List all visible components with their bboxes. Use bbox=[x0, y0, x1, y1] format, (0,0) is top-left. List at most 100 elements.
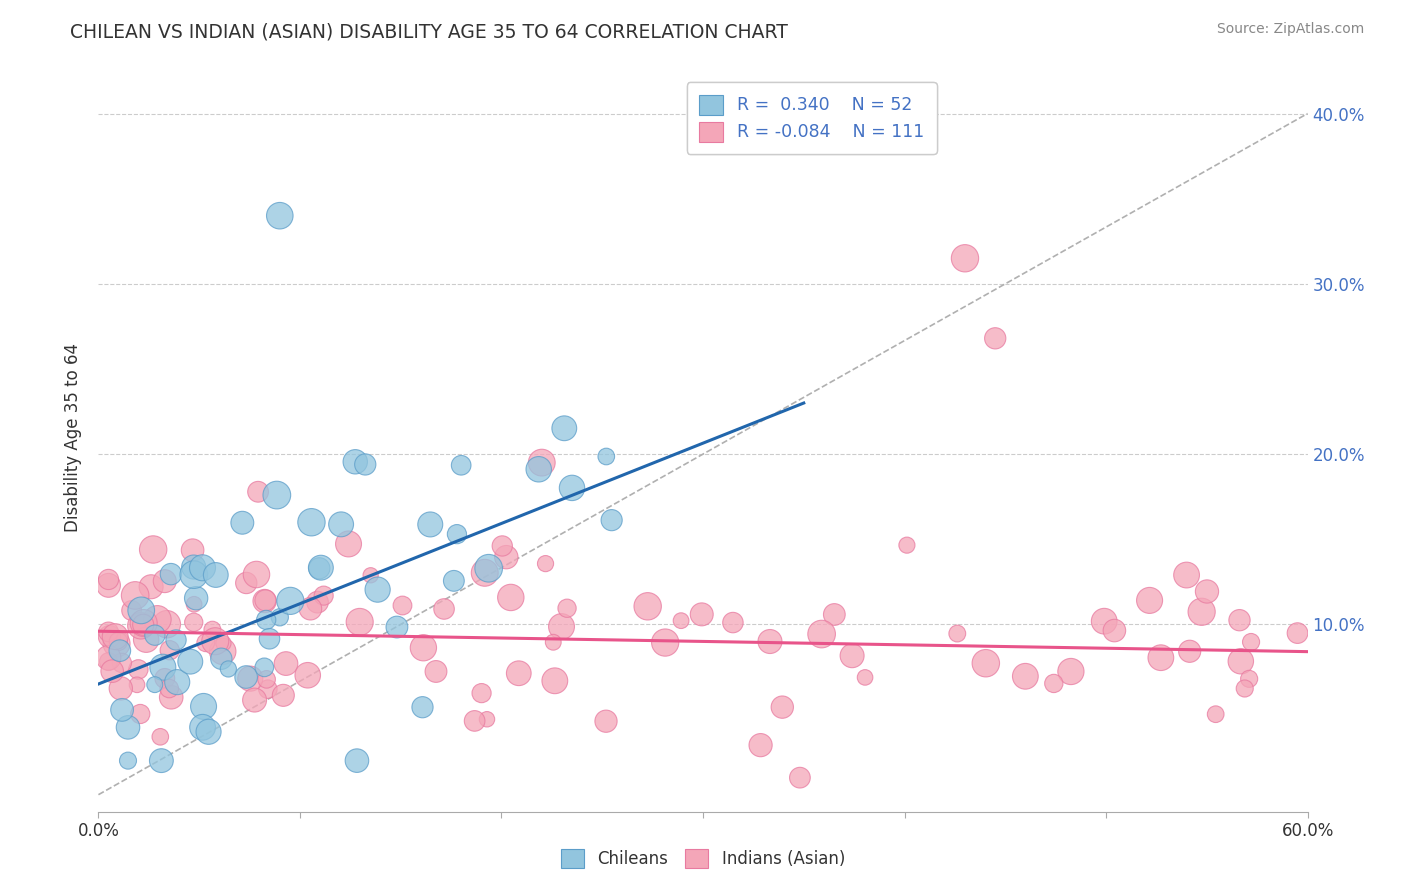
Point bbox=[433, 602, 456, 616]
Point bbox=[149, 730, 172, 744]
Point bbox=[129, 603, 152, 617]
Point bbox=[385, 620, 408, 634]
Point bbox=[853, 670, 876, 684]
Point bbox=[257, 682, 280, 697]
Point bbox=[474, 566, 496, 580]
Point bbox=[841, 648, 863, 663]
Point bbox=[1092, 614, 1115, 628]
Y-axis label: Disability Age 35 to 64: Disability Age 35 to 64 bbox=[65, 343, 83, 532]
Point bbox=[478, 561, 501, 575]
Point bbox=[770, 700, 793, 714]
Point bbox=[471, 686, 494, 700]
Point bbox=[637, 599, 659, 614]
Point bbox=[896, 538, 918, 552]
Point bbox=[127, 662, 149, 676]
Point bbox=[256, 673, 278, 687]
Point bbox=[156, 617, 179, 632]
Point bbox=[253, 660, 276, 674]
Point bbox=[235, 576, 257, 591]
Point bbox=[129, 706, 152, 721]
Point bbox=[254, 613, 277, 627]
Point bbox=[101, 664, 124, 678]
Point bbox=[153, 672, 176, 686]
Point bbox=[330, 517, 353, 532]
Point bbox=[1230, 654, 1253, 668]
Point bbox=[595, 450, 617, 464]
Point bbox=[425, 665, 447, 679]
Point bbox=[823, 607, 845, 622]
Point bbox=[231, 516, 253, 530]
Point bbox=[183, 567, 205, 582]
Point bbox=[309, 560, 332, 574]
Point bbox=[1240, 635, 1263, 649]
Point bbox=[555, 601, 578, 615]
Point bbox=[97, 655, 120, 669]
Point bbox=[360, 568, 382, 582]
Point bbox=[464, 714, 486, 728]
Point bbox=[179, 655, 201, 669]
Point bbox=[254, 593, 277, 607]
Point bbox=[534, 557, 557, 571]
Point bbox=[129, 618, 152, 632]
Point bbox=[1233, 681, 1256, 696]
Point bbox=[759, 634, 782, 648]
Point bbox=[544, 673, 567, 688]
Point bbox=[143, 678, 166, 692]
Point bbox=[181, 543, 204, 558]
Point bbox=[97, 573, 120, 587]
Point bbox=[183, 560, 205, 574]
Point bbox=[278, 594, 301, 608]
Point bbox=[160, 690, 183, 705]
Point bbox=[690, 607, 713, 622]
Text: Source: ZipAtlas.com: Source: ZipAtlas.com bbox=[1216, 22, 1364, 37]
Point bbox=[194, 636, 217, 650]
Point bbox=[117, 720, 139, 734]
Point bbox=[111, 703, 134, 717]
Point bbox=[97, 650, 120, 665]
Point bbox=[159, 643, 181, 657]
Point bbox=[301, 515, 323, 529]
Point bbox=[307, 595, 329, 609]
Point bbox=[107, 634, 129, 648]
Point bbox=[1195, 584, 1218, 599]
Point bbox=[1043, 676, 1066, 690]
Point bbox=[97, 624, 120, 639]
Point bbox=[297, 668, 319, 682]
Point bbox=[1014, 669, 1036, 683]
Point bbox=[299, 601, 322, 615]
Point bbox=[595, 714, 617, 729]
Point bbox=[211, 644, 233, 658]
Point bbox=[419, 517, 441, 532]
Point bbox=[1175, 568, 1198, 582]
Point bbox=[186, 591, 208, 606]
Point bbox=[530, 456, 553, 470]
Legend: Chileans, Indians (Asian): Chileans, Indians (Asian) bbox=[554, 842, 852, 875]
Point bbox=[308, 561, 330, 575]
Point bbox=[953, 252, 976, 266]
Point bbox=[245, 567, 267, 582]
Point bbox=[197, 724, 219, 739]
Point bbox=[204, 634, 226, 648]
Point bbox=[239, 672, 262, 686]
Point bbox=[152, 660, 174, 674]
Point bbox=[561, 481, 583, 495]
Point bbox=[201, 623, 224, 637]
Point bbox=[312, 589, 335, 603]
Point bbox=[491, 539, 513, 553]
Point bbox=[508, 666, 530, 681]
Point bbox=[121, 603, 143, 617]
Point bbox=[550, 619, 572, 633]
Point bbox=[204, 568, 226, 582]
Point bbox=[166, 675, 188, 690]
Point bbox=[104, 630, 127, 644]
Point bbox=[1104, 624, 1126, 638]
Point bbox=[553, 421, 575, 435]
Point bbox=[1205, 707, 1227, 722]
Point bbox=[1237, 672, 1260, 686]
Point bbox=[349, 615, 371, 629]
Point bbox=[1191, 605, 1213, 619]
Text: CHILEAN VS INDIAN (ASIAN) DISABILITY AGE 35 TO 64 CORRELATION CHART: CHILEAN VS INDIAN (ASIAN) DISABILITY AGE… bbox=[70, 22, 789, 41]
Point bbox=[139, 580, 162, 594]
Point bbox=[354, 458, 377, 472]
Point bbox=[344, 455, 367, 469]
